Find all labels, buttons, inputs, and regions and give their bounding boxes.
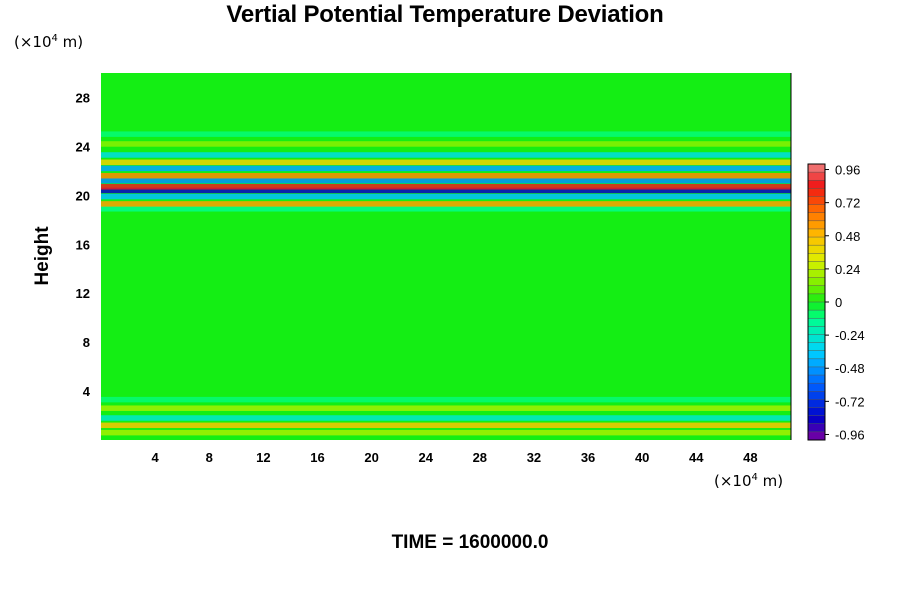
x-axis-ticks: 4 8 12 16 20 24 28 32 36 40 44 48: [152, 450, 758, 465]
colorbar-segment: [808, 261, 825, 270]
heatmap-band-0: [101, 429, 791, 436]
x-tick-label: 12: [256, 450, 270, 465]
x-tick-label: 40: [635, 450, 649, 465]
colorbar-segment: [808, 310, 825, 319]
colorbar-segment: [808, 228, 825, 238]
heatmap-band-10: [101, 177, 791, 184]
y-tick-label: 28: [76, 90, 90, 105]
x-tick-label: 28: [473, 450, 487, 465]
colorbar-segment: [808, 253, 825, 262]
colorbar-segment: [808, 164, 825, 173]
colorbar-segment: [808, 383, 825, 392]
y-axis-ticks: 4 8 12 16 20 24 28: [76, 90, 91, 399]
colorbar-segment: [808, 285, 825, 295]
heatmap-background: [101, 73, 791, 440]
heatmap-band-1: [101, 422, 791, 429]
colorbar-tick-label: -0.48: [835, 361, 865, 376]
colorbar-segment: [808, 391, 825, 400]
colorbar-segment: [808, 326, 825, 335]
colorbar-tick-label: -0.72: [835, 394, 865, 409]
colorbar-tick-label: 0.24: [835, 262, 860, 277]
x-tick-label: 20: [364, 450, 378, 465]
colorbar-segment: [808, 204, 825, 214]
colorbar-segment: [808, 293, 825, 303]
colorbar-segment: [808, 375, 825, 384]
heatmap-band-9: [101, 184, 791, 190]
colorbar-tick-label: 0.48: [835, 229, 860, 244]
heatmap-band-3: [101, 405, 791, 411]
heatmap-band-7: [101, 193, 791, 200]
heatmap-band-5: [101, 206, 791, 212]
colorbar-tick-label: -0.96: [835, 427, 865, 442]
colorbar-segment: [808, 237, 825, 246]
heatmap-band-16: [101, 131, 791, 137]
colorbar-segment: [808, 366, 825, 376]
colorbar-ticks: 0.96 0.72 0.48 0.24 0 -0.24 -0.48 -0.72 -0.96: [825, 163, 865, 442]
colorbar-segment: [808, 220, 825, 230]
colorbar-tick-label: 0.96: [835, 163, 860, 178]
y-tick-label: 4: [83, 384, 91, 399]
colorbar-segment: [808, 302, 825, 311]
colorbar-segment: [808, 172, 825, 181]
colorbar-tick-label: -0.24: [835, 328, 865, 343]
x-tick-label: 8: [206, 450, 213, 465]
colorbar-segment: [808, 399, 825, 408]
colorbar-tick-label: 0: [835, 295, 842, 310]
colorbar-segment: [808, 342, 825, 352]
x-axis-unit: (×104 m): [714, 472, 784, 490]
time-label: TIME = 1600000.0: [391, 532, 549, 553]
heatmap-band-8: [101, 187, 791, 194]
colorbar-segment: [808, 415, 825, 425]
y-tick-label: 8: [83, 335, 90, 350]
heatmap-band-14: [101, 152, 791, 158]
x-tick-label: 32: [527, 450, 541, 465]
chart-title: Vertial Potential Temperature Deviation: [226, 1, 664, 28]
colorbar-segment: [808, 407, 825, 416]
x-tick-label: 24: [418, 450, 433, 465]
heatmap-band-11: [101, 173, 791, 179]
x-tick-label: 16: [310, 450, 324, 465]
heatmap-band-2: [101, 415, 791, 421]
colorbar-segment: [808, 196, 825, 205]
x-tick-label: 4: [152, 450, 160, 465]
colorbar-segment: [808, 423, 825, 433]
y-tick-label: 12: [76, 286, 90, 301]
heatmap-field: [101, 73, 791, 440]
colorbar: [807, 163, 826, 441]
y-tick-label: 16: [76, 237, 90, 252]
y-tick-label: 20: [76, 188, 90, 203]
y-tick-label: 24: [76, 139, 91, 154]
colorbar-segment: [808, 350, 825, 360]
colorbar-segment: [808, 180, 825, 189]
colorbar-segment: [808, 212, 825, 222]
heatmap-band-6: [101, 201, 791, 207]
colorbar-segment: [808, 431, 825, 441]
colorbar-segment: [808, 334, 825, 343]
colorbar-segment: [808, 188, 825, 197]
x-tick-label: 36: [581, 450, 595, 465]
y-axis-unit: (×104 m): [14, 33, 84, 51]
x-tick-label: 44: [689, 450, 704, 465]
colorbar-segment: [808, 245, 825, 254]
colorbar-segment: [808, 358, 825, 368]
heatmap-band-12: [101, 165, 791, 172]
heatmap-band-4: [101, 396, 791, 403]
heatmap-band-15: [101, 141, 791, 147]
colorbar-segment: [808, 318, 825, 327]
colorbar-tick-label: 0.72: [835, 196, 860, 211]
colorbar-segment: [808, 269, 825, 278]
heatmap-band-13: [101, 159, 791, 166]
colorbar-segment: [808, 277, 825, 287]
x-tick-label: 48: [743, 450, 757, 465]
